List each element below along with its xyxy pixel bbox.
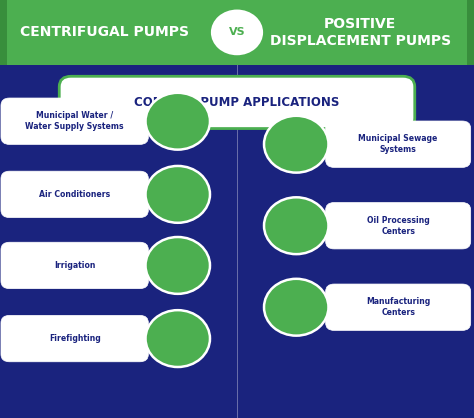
- Text: CENTRIFUGAL PUMPS: CENTRIFUGAL PUMPS: [20, 25, 189, 39]
- FancyBboxPatch shape: [1, 171, 148, 217]
- Circle shape: [146, 310, 210, 367]
- Text: POSITIVE
DISPLACEMENT PUMPS: POSITIVE DISPLACEMENT PUMPS: [270, 17, 451, 48]
- Text: Irrigation: Irrigation: [54, 261, 95, 270]
- FancyBboxPatch shape: [1, 98, 148, 145]
- Circle shape: [264, 116, 328, 173]
- Text: COMMON PUMP APPLICATIONS: COMMON PUMP APPLICATIONS: [134, 96, 340, 109]
- FancyBboxPatch shape: [326, 284, 471, 330]
- FancyBboxPatch shape: [1, 242, 148, 288]
- FancyBboxPatch shape: [1, 315, 148, 362]
- Text: Manufacturing
Centers: Manufacturing Centers: [366, 297, 430, 317]
- Circle shape: [146, 93, 210, 150]
- FancyBboxPatch shape: [0, 0, 7, 65]
- FancyBboxPatch shape: [326, 121, 471, 167]
- Circle shape: [146, 166, 210, 223]
- FancyBboxPatch shape: [0, 0, 474, 65]
- Text: Oil Processing
Centers: Oil Processing Centers: [367, 216, 429, 236]
- FancyBboxPatch shape: [59, 76, 415, 129]
- Text: Firefighting: Firefighting: [49, 334, 100, 343]
- Circle shape: [146, 237, 210, 294]
- FancyBboxPatch shape: [326, 202, 471, 249]
- FancyBboxPatch shape: [467, 0, 474, 65]
- Text: VS: VS: [228, 28, 246, 37]
- Text: Municipal Sewage
Systems: Municipal Sewage Systems: [358, 134, 438, 154]
- Circle shape: [264, 197, 328, 254]
- Circle shape: [264, 279, 328, 336]
- Circle shape: [210, 8, 264, 57]
- Text: Municipal Water /
Water Supply Systems: Municipal Water / Water Supply Systems: [25, 111, 124, 131]
- Text: Air Conditioners: Air Conditioners: [39, 190, 110, 199]
